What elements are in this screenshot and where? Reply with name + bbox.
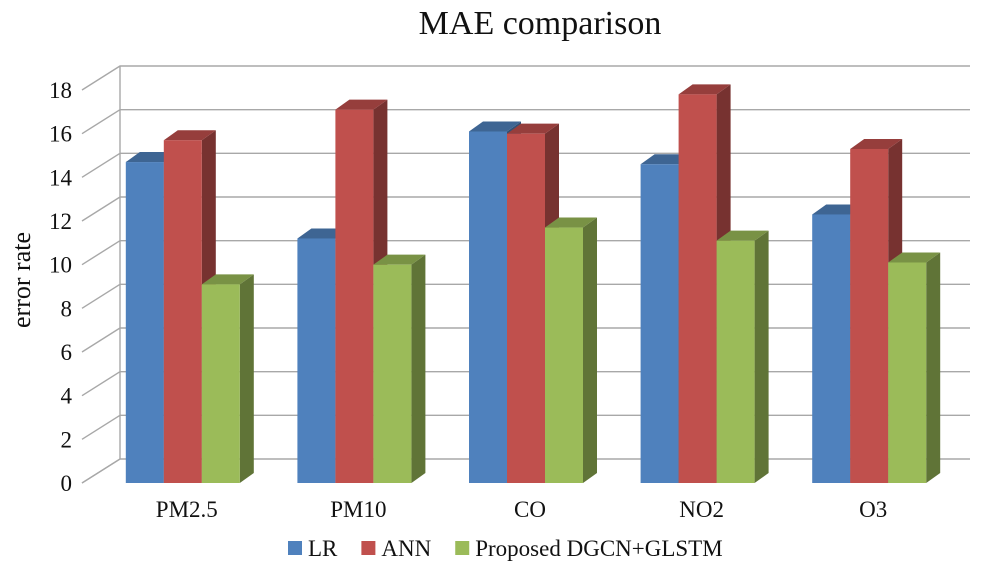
legend-swatch xyxy=(361,541,375,555)
bar xyxy=(297,238,335,483)
y-tick-label: 4 xyxy=(61,384,73,409)
bar xyxy=(888,262,926,483)
x-tick-label: CO xyxy=(514,497,546,522)
y-tick-label: 16 xyxy=(49,122,72,147)
y-axis-label: error rate xyxy=(7,232,36,328)
legend: LR ANN Proposed DGCN+GLSTM xyxy=(288,536,723,561)
bar-side xyxy=(755,231,769,483)
bar xyxy=(335,110,373,483)
bar xyxy=(469,131,507,483)
bar xyxy=(812,214,850,483)
legend-label: Proposed DGCN+GLSTM xyxy=(475,536,722,561)
legend-swatch xyxy=(455,541,469,555)
x-tick-label: PM10 xyxy=(330,497,386,522)
bars xyxy=(126,84,940,483)
bar xyxy=(202,284,240,483)
legend-label: LR xyxy=(308,536,338,561)
legend-label: ANN xyxy=(381,536,431,561)
bar xyxy=(126,162,164,483)
y-tick-label: 2 xyxy=(61,427,73,452)
y-tick-label: 0 xyxy=(61,471,73,496)
y-tick-label: 8 xyxy=(61,296,73,321)
bar-side xyxy=(240,274,254,483)
chart: MAE comparison error rate 0 2 4 6 8 10 12 14 16 1… xyxy=(0,0,1000,568)
chart-title: MAE comparison xyxy=(419,5,662,42)
y-tick-label: 12 xyxy=(49,209,72,234)
bar-side xyxy=(583,218,597,483)
y-tick-label: 14 xyxy=(49,165,73,190)
bar xyxy=(373,265,411,483)
bar xyxy=(679,94,717,483)
bar xyxy=(545,228,583,483)
bar xyxy=(850,149,888,483)
bar xyxy=(164,140,202,483)
bar-side xyxy=(411,255,425,483)
bar-side xyxy=(926,252,940,483)
bar xyxy=(717,241,755,483)
bar xyxy=(507,134,545,483)
x-tick-label: PM2.5 xyxy=(156,497,218,522)
gridline xyxy=(82,66,970,90)
x-tick-label: NO2 xyxy=(679,497,724,522)
y-tick-label: 18 xyxy=(49,78,72,103)
y-tick-label: 10 xyxy=(49,253,72,278)
y-tick-label: 6 xyxy=(61,340,73,365)
x-tick-label: O3 xyxy=(859,497,887,522)
legend-swatch xyxy=(288,541,302,555)
bar xyxy=(641,164,679,483)
